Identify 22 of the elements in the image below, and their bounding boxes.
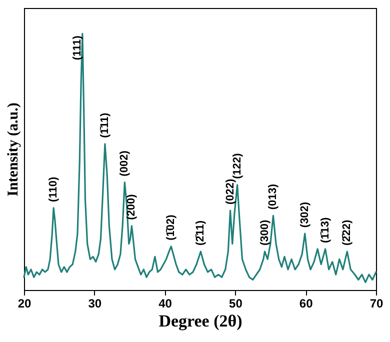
annotation: (302) xyxy=(298,202,311,228)
annotation: (022) xyxy=(224,178,236,205)
annotation: (2̄11) xyxy=(194,220,207,246)
annotation: (1̄13) xyxy=(319,216,332,243)
x-tick-label: 70 xyxy=(370,296,384,310)
annotation: (013) xyxy=(267,184,280,210)
x-tick-label: 20 xyxy=(18,296,32,310)
x-tick-label: 60 xyxy=(299,296,314,310)
y-axis-title: Intensity (a.u.) xyxy=(6,102,22,196)
annotation: (111) xyxy=(71,35,84,60)
annotation: (1̄02) xyxy=(165,214,178,240)
annotation: (200) xyxy=(126,194,138,220)
annotation: (2̄22) xyxy=(341,220,354,246)
x-tick-label: 30 xyxy=(88,296,102,310)
annotation: (110) xyxy=(48,176,60,202)
x-tick-label: 40 xyxy=(158,296,172,310)
x-axis-title: Degree (2θ) xyxy=(158,312,242,330)
annotation: (122) xyxy=(231,152,244,179)
annotation: (002) xyxy=(118,150,131,176)
annotation: (1̄11) xyxy=(98,112,111,138)
annotation: (300) xyxy=(258,220,271,246)
x-tick-label: 50 xyxy=(229,296,243,310)
